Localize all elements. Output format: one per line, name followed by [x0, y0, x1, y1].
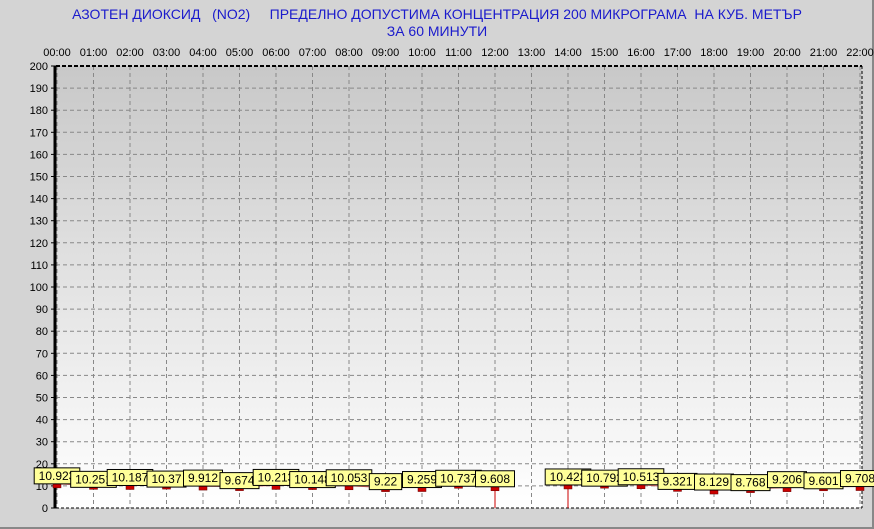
- data-label: 9.912: [183, 469, 223, 487]
- x-tick-label: 21:00: [810, 47, 838, 59]
- chart-title: АЗОТЕН ДИОКСИД (NO2) ПРЕДЕЛНО ДОПУСТИМА …: [72, 6, 802, 22]
- data-label: 9.601: [803, 472, 844, 490]
- data-label: 9.608: [475, 470, 515, 488]
- data-label-text: 10.187: [112, 470, 149, 484]
- y-tick-label: 90: [36, 304, 48, 316]
- data-label-text: 9.601: [808, 474, 838, 488]
- y-tick-label: 70: [36, 348, 48, 360]
- x-tick-label: 01:00: [80, 47, 108, 59]
- data-label: 8.129: [694, 473, 734, 491]
- data-label-text: 8.768: [735, 476, 765, 490]
- data-label-text: 9.608: [480, 472, 510, 486]
- y-tick-label: 50: [36, 393, 48, 405]
- data-label: 9.22: [368, 473, 403, 491]
- data-label-text: 10.053: [331, 471, 368, 485]
- x-tick-label: 14:00: [554, 47, 582, 59]
- data-label-text: 9.674: [224, 474, 254, 488]
- data-label: 9.321: [657, 472, 698, 490]
- x-tick-label: 20:00: [773, 47, 801, 59]
- data-label-box: [368, 473, 403, 491]
- chart-subtitle: ЗА 60 МИНУТИ: [386, 23, 488, 39]
- data-label: 10.513: [617, 468, 665, 486]
- data-label: 10.737: [435, 469, 482, 487]
- y-tick-label: 120: [30, 238, 48, 250]
- x-tick-label: 12:00: [481, 47, 509, 59]
- x-tick-label: 05:00: [226, 47, 254, 59]
- x-tick-label: 06:00: [262, 47, 290, 59]
- x-tick-label: 18:00: [700, 47, 728, 59]
- y-tick-label: 0: [42, 503, 48, 515]
- data-label-text: 10.213: [258, 470, 295, 484]
- x-tick-label: 15:00: [591, 47, 619, 59]
- data-label-text: 9.708: [845, 472, 874, 486]
- y-tick-label: 80: [36, 326, 48, 338]
- data-label: 10.792: [581, 469, 628, 487]
- y-tick-label: 180: [30, 105, 48, 117]
- x-tick-label: 04:00: [189, 47, 217, 59]
- x-tick-label: 19:00: [737, 47, 765, 59]
- y-tick-label: 30: [36, 437, 48, 449]
- data-label: 10.923: [33, 467, 81, 485]
- data-label-text: 10.423: [550, 470, 587, 484]
- data-label: 8.768: [730, 474, 771, 492]
- x-tick-label: 07:00: [299, 47, 327, 59]
- x-tick-label: 16:00: [627, 47, 655, 59]
- x-tick-label: 10:00: [408, 47, 436, 59]
- data-label-text: 9.259: [407, 473, 437, 487]
- data-label: 9.674: [219, 472, 260, 490]
- y-tick-label: 200: [30, 61, 48, 73]
- data-label: 10.37: [146, 470, 187, 488]
- y-tick-label: 110: [30, 260, 48, 272]
- data-label: 9.259: [402, 471, 442, 489]
- data-label-text: 10.513: [623, 470, 660, 484]
- y-tick-label: 140: [30, 194, 48, 206]
- y-tick-label: 150: [30, 172, 48, 184]
- data-label: 10.148: [289, 471, 336, 489]
- data-label-text: 10.737: [440, 471, 477, 485]
- x-tick-label: 17:00: [664, 47, 692, 59]
- data-label: 9.708: [840, 470, 874, 488]
- data-label: 10.213: [252, 468, 300, 486]
- data-label-text: 9.206: [772, 473, 802, 487]
- data-label: 10.187: [106, 468, 154, 486]
- data-label: 9.206: [767, 471, 807, 489]
- data-label-text: 9.321: [662, 474, 692, 488]
- x-tick-label: 22:00: [846, 47, 874, 59]
- y-tick-label: 190: [30, 83, 48, 95]
- data-label-text: 8.129: [699, 475, 729, 489]
- x-tick-label: 08:00: [335, 47, 363, 59]
- data-label: 10.251: [70, 470, 117, 488]
- data-label-text: 9.912: [188, 471, 218, 485]
- x-tick-label: 11:00: [445, 47, 472, 59]
- data-label-text: 10.923: [39, 469, 76, 483]
- y-tick-label: 160: [30, 149, 48, 161]
- data-label-text: 10.148: [294, 473, 331, 487]
- y-tick-label: 130: [30, 216, 48, 228]
- data-label-text: 10.251: [75, 472, 112, 486]
- data-label-text: 9.22: [374, 475, 398, 489]
- data-label: 10.423: [544, 468, 592, 486]
- data-label: 10.053: [325, 469, 373, 487]
- y-tick-label: 100: [30, 282, 48, 294]
- x-tick-label: 00:00: [43, 47, 71, 59]
- data-label-text: 10.37: [151, 472, 181, 486]
- x-tick-label: 02:00: [116, 47, 144, 59]
- data-label-box: [840, 470, 874, 488]
- x-tick-label: 09:00: [372, 47, 400, 59]
- y-tick-label: 40: [36, 415, 48, 427]
- x-tick-label: 13:00: [518, 47, 546, 59]
- x-tick-label: 03:00: [153, 47, 181, 59]
- data-label-text: 10.792: [586, 471, 623, 485]
- data-label-box: [475, 470, 515, 488]
- y-tick-label: 170: [30, 127, 48, 139]
- y-tick-label: 60: [36, 370, 48, 382]
